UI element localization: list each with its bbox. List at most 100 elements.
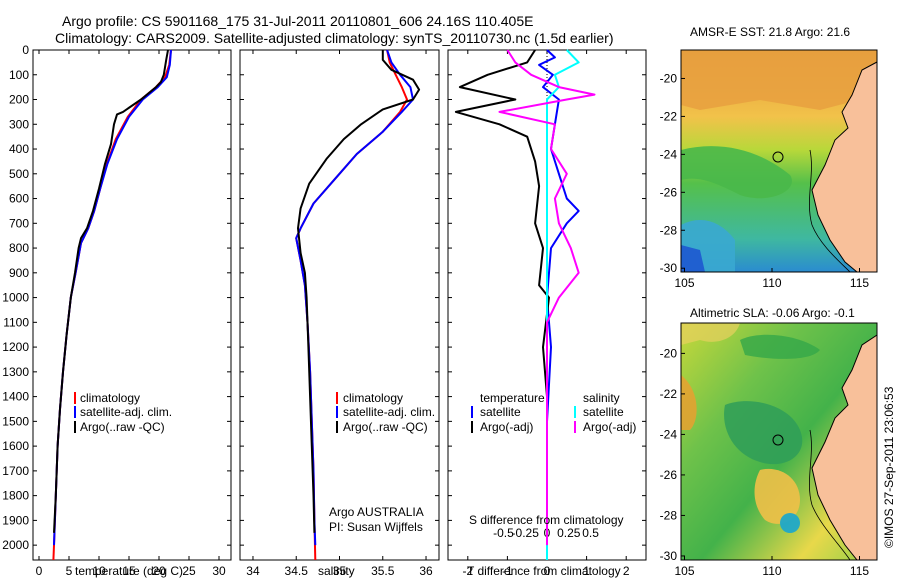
map-xtick-label: 105 xyxy=(674,276,694,290)
ytick-label: 900 xyxy=(9,266,29,280)
ytick-label: 200 xyxy=(9,93,29,107)
legend-label-climatology: climatology xyxy=(80,391,140,405)
difference-xlabel: T difference from climatology xyxy=(467,564,621,578)
legend-label-sal-argo: Argo(-adj) xyxy=(583,420,636,434)
stick-label: 0.25 xyxy=(557,526,581,540)
ytick-label: 1200 xyxy=(2,340,29,354)
map-ytick-label: -30 xyxy=(660,549,678,563)
temperature-ticks: 0100200300400500600700800900100011001200… xyxy=(2,43,231,578)
ytick-label: 1500 xyxy=(2,414,29,428)
map-xtick-label: 115 xyxy=(850,276,869,290)
series-line-salinity-argo-adj- xyxy=(498,49,596,546)
series-line-argo-raw-qc- xyxy=(297,50,421,533)
stick-label: -0.25 xyxy=(512,526,540,540)
xtick-label: 10 xyxy=(92,564,106,578)
xtick-label: 35.5 xyxy=(371,564,395,578)
xtick-label: 34.5 xyxy=(285,564,309,578)
xtick-label: 25 xyxy=(182,564,196,578)
xtick-label: 1 xyxy=(583,564,590,578)
series-line-argo-raw-qc- xyxy=(53,49,169,533)
ytick-label: 800 xyxy=(9,241,29,255)
legend-label-climatology: climatology xyxy=(343,391,403,405)
sla-float-marker xyxy=(772,434,784,446)
salinity-legend: climatology satellite-adj. clim. Argo(..… xyxy=(336,391,435,434)
ytick-label: 600 xyxy=(9,192,29,206)
xtick-label: 35 xyxy=(333,564,347,578)
figure-title-line1: Argo profile: CS 5901168_175 31-Jul-2011… xyxy=(62,13,533,29)
ytick-label: 0 xyxy=(22,43,29,57)
ytick-label: 100 xyxy=(9,68,29,82)
salinity-lines xyxy=(295,49,421,561)
ytick-label: 1400 xyxy=(2,390,29,404)
map-ytick-label: -22 xyxy=(660,387,678,401)
map-ytick-label: -24 xyxy=(660,427,678,441)
sst-map-title: AMSR-E SST: 21.8 Argo: 21.6 xyxy=(690,25,850,39)
map-ytick-label: -20 xyxy=(660,71,678,85)
ytick-label: 700 xyxy=(9,216,29,230)
xtick-label: 20 xyxy=(152,564,166,578)
ytick-label: 300 xyxy=(9,117,29,131)
legend-label-sal-satellite: satellite xyxy=(583,405,624,419)
xtick-label: 34 xyxy=(246,564,260,578)
stick-label: -0.5 xyxy=(493,526,514,540)
map-ytick-label: -26 xyxy=(660,468,678,482)
map-xtick-label: 105 xyxy=(674,564,694,578)
ytick-label: 1300 xyxy=(2,365,29,379)
series-line-temperature-satellite xyxy=(538,49,580,546)
legend-header-temperature: temperature xyxy=(480,391,545,405)
legend-label-temp-satellite: satellite xyxy=(480,405,521,419)
map-ytick-label: -20 xyxy=(660,346,678,360)
difference-legend: temperature salinity satellite Argo(-adj… xyxy=(471,391,636,434)
legend-label-temp-argo: Argo(-adj) xyxy=(480,420,533,434)
sla-map-image xyxy=(681,323,877,560)
temperature-xlabel: temperature (deg C) xyxy=(75,564,183,578)
xtick-label: 5 xyxy=(66,564,73,578)
temperature-lines xyxy=(52,49,172,561)
salinity-axes xyxy=(239,49,440,561)
xtick-label: 0 xyxy=(36,564,43,578)
salinity-panel: 34 34.5 35 35.5 36 climatology satellite-adj… xyxy=(239,49,440,578)
map-ytick-label: -24 xyxy=(660,147,678,161)
ytick-label: 2000 xyxy=(2,538,29,552)
map-ytick-label: -22 xyxy=(660,109,678,123)
xtick-label: 2 xyxy=(623,564,630,578)
difference-top-label: S difference from climatology xyxy=(469,513,624,527)
salinity-annotation-line1: Argo AUSTRALIA xyxy=(329,505,424,519)
ytick-label: 1100 xyxy=(3,315,29,329)
map-ytick-label: -26 xyxy=(660,185,678,199)
temperature-axes xyxy=(32,49,232,561)
timestamp-label: ©IMOS 27-Sep-2011 23:06:53 xyxy=(882,386,896,548)
xtick-label: 15 xyxy=(122,564,136,578)
salinity-xlabel: salinity xyxy=(318,564,355,578)
legend-label-satellite: satellite-adj. clim. xyxy=(80,405,172,419)
sla-map-ticks: 105 110 115 -20 -22 -24 -26 -28 -30 xyxy=(660,346,870,578)
temperature-panel: 0100200300400500600700800900100011001200… xyxy=(2,43,232,578)
map-ytick-label: -28 xyxy=(660,223,678,237)
ytick-label: 1600 xyxy=(2,439,29,453)
ytick-label: 1000 xyxy=(2,291,29,305)
stick-label: 0.5 xyxy=(582,526,599,540)
map-xtick-label: 115 xyxy=(850,564,869,578)
map-ytick-label: -30 xyxy=(660,261,678,275)
xtick-label: 0 xyxy=(544,564,551,578)
sst-map-ticks: 105 110 115 -20 -22 -24 -26 -28 -30 xyxy=(660,71,870,290)
xtick-label: 30 xyxy=(212,564,226,578)
sst-float-marker xyxy=(772,151,784,163)
ytick-label: 500 xyxy=(9,167,29,181)
legend-label-argo: Argo(..raw -QC) xyxy=(343,420,428,434)
map-xtick-label: 110 xyxy=(762,564,781,578)
temperature-legend: climatology satellite-adj. clim. Argo(..… xyxy=(74,391,172,434)
figure-title-line2: Climatology: CARS2009. Satellite-adjuste… xyxy=(55,30,613,46)
salinity-annotation-line2: PI: Susan Wijffels xyxy=(329,520,423,534)
map-ytick-label: -28 xyxy=(660,508,678,522)
difference-lines xyxy=(454,49,596,560)
xtick-label: -2 xyxy=(462,564,473,578)
sst-map-frame xyxy=(680,49,878,273)
sla-map-title: Altimetric SLA: -0.06 Argo: -0.1 xyxy=(690,306,855,320)
sla-map-panel: Altimetric SLA: -0.06 Argo: -0.1 105 110 1… xyxy=(660,306,878,578)
legend-header-salinity: salinity xyxy=(583,391,620,405)
difference-panel: -2 -1 0 1 2-0.5-0.25 0 0.25 0.5 temperature sal… xyxy=(447,49,647,578)
salinity-ticks: 34 34.5 35 35.5 36 xyxy=(240,49,439,578)
ytick-label: 1800 xyxy=(2,489,29,503)
